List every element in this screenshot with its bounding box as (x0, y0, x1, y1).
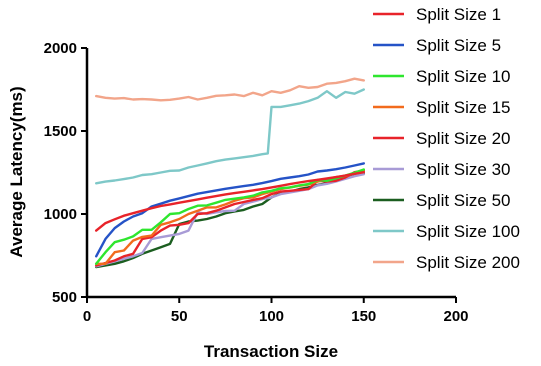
y-tick-label: 1500 (44, 123, 77, 140)
legend-label: Split Size 10 (416, 67, 511, 86)
x-tick-label: 200 (443, 308, 468, 325)
legend-label: Split Size 5 (416, 36, 501, 55)
legend-label: Split Size 15 (416, 98, 511, 117)
y-axis-title: Average Latency(ms) (7, 86, 26, 257)
series-lines (94, 77, 365, 269)
legend-label: Split Size 100 (416, 222, 520, 241)
x-tick-label: 100 (259, 308, 284, 325)
x-tick-label: 0 (83, 308, 91, 325)
legend-label: Split Size 1 (416, 5, 501, 24)
series-line-split-size-30 (94, 172, 365, 268)
legend-label: Split Size 200 (416, 253, 520, 272)
y-tick-label: 2000 (44, 40, 77, 57)
x-axis-title: Transaction Size (204, 342, 338, 361)
series-line-split-size-5 (94, 162, 365, 258)
series-line-split-size-200 (94, 77, 365, 102)
y-tick-label: 1000 (44, 206, 77, 223)
legend-label: Split Size 20 (416, 129, 511, 148)
ticks: 0 50 100 150 200 500 1000 1500 2000 (44, 40, 469, 325)
axes (85, 48, 456, 299)
legend-label: Split Size 30 (416, 160, 511, 179)
x-tick-label: 150 (351, 308, 376, 325)
series-line-split-size-100 (94, 88, 365, 185)
legend-label: Split Size 50 (416, 191, 511, 210)
y-tick-label: 500 (52, 289, 77, 306)
series-line-split-size-1 (94, 170, 365, 232)
x-tick-label: 50 (171, 308, 188, 325)
legend: Split Size 1 Split Size 5 Split Size 10 Spl… (373, 5, 520, 272)
